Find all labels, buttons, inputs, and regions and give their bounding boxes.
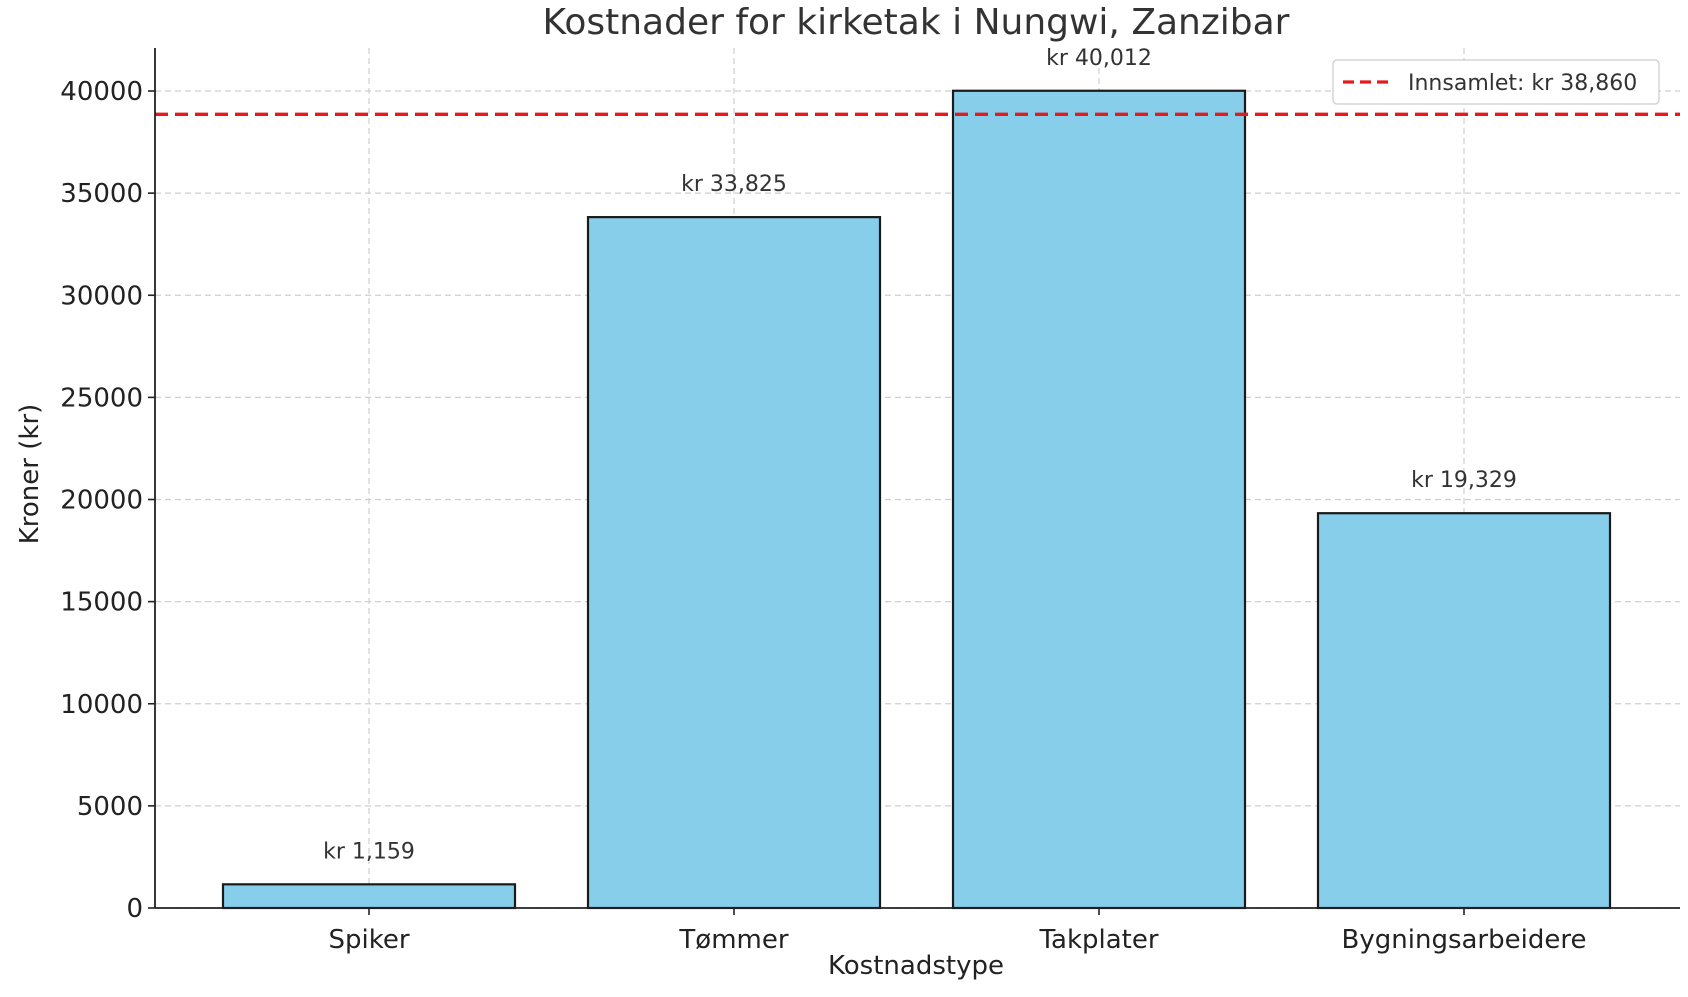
y-axis-label: Kroner (kr) <box>15 404 45 545</box>
bar-value-label: kr 33,825 <box>681 172 787 197</box>
x-tick-label: Tømmer <box>678 925 788 955</box>
legend: Innsamlet: kr 38,860 <box>1332 59 1660 105</box>
x-tick-label: Spiker <box>328 925 409 955</box>
bar-takplater <box>951 89 1247 910</box>
y-tick-label: 35000 <box>60 179 143 209</box>
tick-labels: 0 5000 10000 15000 20000 25000 30000 35000 40000… <box>60 77 1586 955</box>
axes <box>148 48 1680 915</box>
x-tick-label: Takplater <box>1038 925 1158 955</box>
y-tick-label: 25000 <box>60 383 143 413</box>
y-tick-label: 0 <box>126 894 143 924</box>
y-tick-label: 10000 <box>60 690 143 720</box>
chart-title: Kostnader for kirketak i Nungwi, Zanziba… <box>543 2 1290 43</box>
bar-tømmer <box>586 216 882 910</box>
bar-value-label: kr 19,329 <box>1411 468 1517 493</box>
y-tick-label: 30000 <box>60 281 143 311</box>
bar-value-label: kr 40,012 <box>1046 46 1152 71</box>
y-tick-label: 15000 <box>60 588 143 618</box>
legend-box <box>1332 59 1660 105</box>
y-tick-label: 5000 <box>77 792 143 822</box>
data-labels: kr 1,159 kr 33,825 kr 40,012 kr 19,329 <box>323 46 1517 865</box>
x-axis-label: Kostnadstype <box>828 951 1004 981</box>
bar-bygningsarbeidere <box>1316 512 1612 910</box>
y-tick-label: 20000 <box>60 486 143 516</box>
bar-value-label: kr 1,159 <box>323 839 415 864</box>
bar-spiker <box>221 883 517 910</box>
x-tick-label: Bygningsarbeidere <box>1342 925 1587 955</box>
bars <box>221 89 1612 910</box>
legend-entry-label: Innsamlet: kr 38,860 <box>1408 71 1637 96</box>
y-tick-label: 40000 <box>60 77 143 107</box>
